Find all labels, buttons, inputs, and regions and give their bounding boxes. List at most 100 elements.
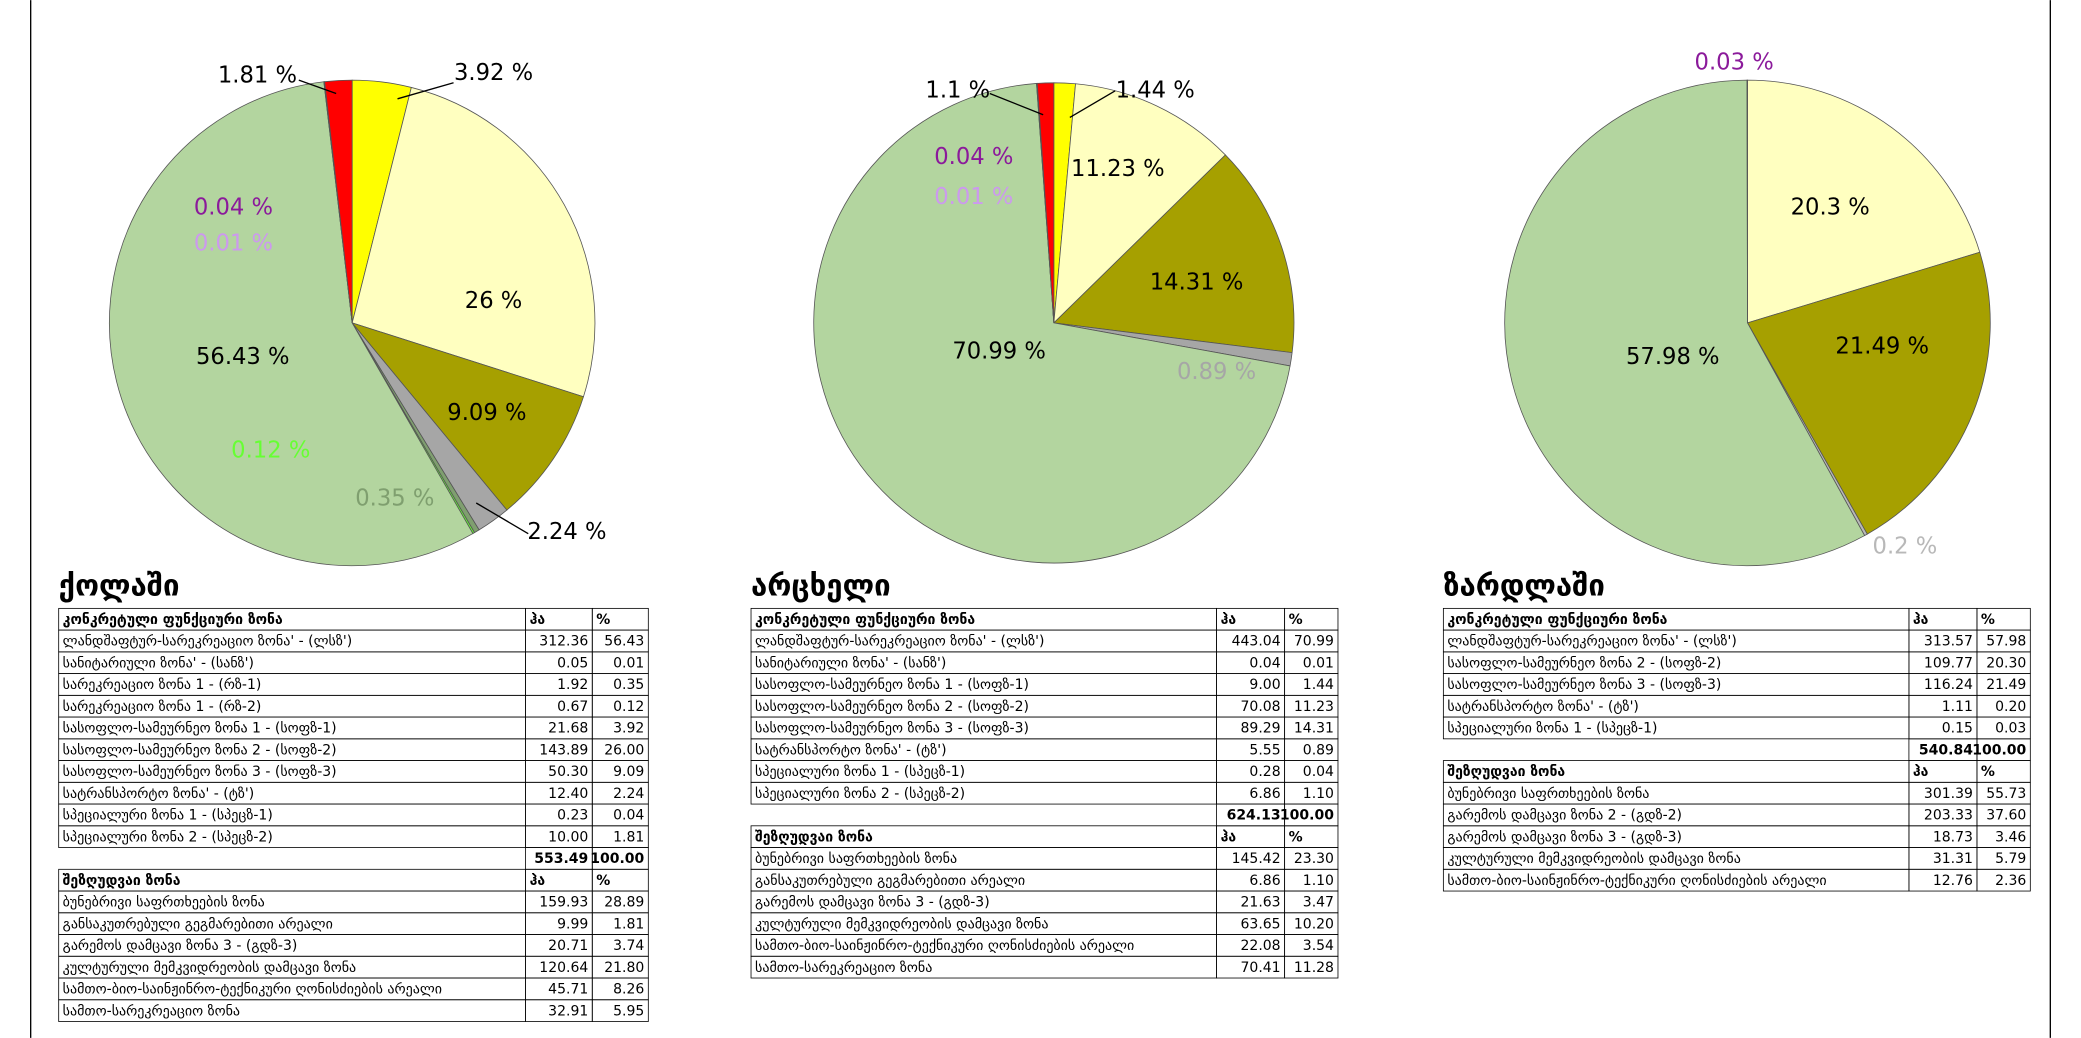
table-text: 21.49 (1986, 677, 2026, 693)
table-text: 10.00 (548, 829, 588, 845)
table-text: 6.86 (1249, 786, 1280, 802)
table-text: გარემოს დამცავი ზონა 3 - (გდზ-3) (755, 894, 990, 911)
table-text: 37.60 (1986, 808, 2026, 824)
table-text: 145.42 (1232, 851, 1281, 867)
table-text: 6.86 (1249, 873, 1280, 889)
table-text: 100.00 (590, 851, 644, 867)
table-text: 443.04 (1232, 634, 1281, 650)
table-text: სასოფლო-სამეურნეო ზონა 3 - (სოფზ-3) (755, 720, 1029, 737)
table-text: სასოფლო-სამეურნეო ზონა 1 - (სოფზ-1) (755, 676, 1029, 693)
table-text: კულტურული მემკვიდრეობის დამცავი ზონა (1447, 850, 1740, 867)
table-text: 109.77 (1924, 655, 1973, 671)
table-text: 0.03 (1995, 721, 2026, 737)
table-text: 56.43 (604, 634, 644, 650)
table-text: კულტურული მემკვიდრეობის დამცავი ზონა (63, 959, 356, 976)
table-text: 5.95 (613, 1003, 644, 1019)
table-text: 11.23 (1294, 699, 1334, 715)
table-text: კონკრეტული ფუნქციური ზონა (63, 612, 283, 628)
table-text: სასოფლო-სამეურნეო ზონა 2 - (სოფზ-2) (63, 741, 337, 758)
pie-slice (1746, 251, 1991, 535)
table-text: 3.74 (613, 938, 644, 954)
table-text: 70.41 (1241, 960, 1281, 976)
table-text: 100.00 (1280, 808, 1334, 824)
table-text: 1.11 (1942, 699, 1973, 715)
table-text: 20.30 (1986, 655, 2026, 671)
table-text: განსაკუთრებული გეგმარებითი არეალი (755, 872, 1025, 889)
table-text: 12.76 (1933, 873, 1973, 889)
data-label: 70.99 % (952, 339, 1046, 365)
pie-slice (1747, 79, 1981, 324)
table-cell (591, 999, 649, 1022)
table-text: ჰა (530, 873, 546, 889)
leader-line (1069, 90, 1116, 119)
table-text: 0.04 (1303, 764, 1334, 780)
table-text: 0.67 (557, 699, 588, 715)
table-text: % (1981, 764, 1995, 780)
table-text: 540.84 (1919, 742, 1973, 758)
table-text: 9.99 (557, 916, 588, 932)
table-text: ჰა (1221, 612, 1237, 628)
table-text: გარემოს დამცავი ზონა 2 - (გდზ-2) (1447, 807, 1682, 824)
table-text: 0.04 (1249, 655, 1280, 671)
table-text: 22.08 (1241, 938, 1281, 954)
table-text: 3.47 (1303, 895, 1334, 911)
table-text: 28.89 (604, 895, 644, 911)
pie-slice (350, 322, 584, 511)
table-text: სამთო-სარეკრეაციო ზონა (755, 959, 932, 976)
table-text: 21.63 (1241, 895, 1281, 911)
table-text: შეზღუდვაი ზონა (755, 829, 873, 845)
table-text: 26.00 (604, 742, 644, 758)
table-text: სანიტარიული ზონა' - (სანზ') (755, 654, 946, 671)
pie-slice (813, 82, 1291, 564)
table-text: სასოფლო-სამეურნეო ზონა 2 - (სოფზ-2) (755, 698, 1029, 715)
data-label: 14.31 % (1150, 269, 1244, 295)
table-text: 2.24 (613, 786, 644, 802)
leader-line (475, 502, 529, 535)
table-text: 159.93 (539, 895, 588, 911)
table-text: 0.15 (1942, 721, 1973, 737)
table-text: 3.54 (1303, 938, 1334, 954)
data-label: 1.1 % (925, 77, 990, 103)
section-title: ქოლაში (59, 569, 180, 603)
table-text: % (1289, 829, 1303, 845)
table-text: კონკრეტული ფუნქციური ზონა (1447, 612, 1667, 628)
data-label: 9.09 % (447, 400, 526, 426)
table-text: სასოფლო-სამეურნეო ზონა 3 - (სოფზ-3) (63, 763, 337, 780)
data-label: 1.44 % (1116, 77, 1195, 103)
table-text: 143.89 (539, 742, 588, 758)
table-text: 1.44 (1303, 677, 1334, 693)
table-text: 3.92 (613, 721, 644, 737)
table-text: სასოფლო-სამეურნეო ზონა 3 - (სოფზ-3) (1447, 676, 1721, 693)
table-text: 1.10 (1303, 873, 1334, 889)
table-text: 70.99 (1294, 634, 1334, 650)
pie-slice (109, 81, 474, 567)
table-text: % (596, 873, 610, 889)
pie-slice (1504, 79, 1866, 567)
table-text: ბუნებრივი საფრთხეების ზონა (755, 850, 957, 867)
table-text: 18.73 (1933, 829, 1973, 845)
table-text: სასოფლო-სამეურნეო ზონა 2 - (სოფზ-2) (1447, 654, 1721, 671)
pie-slice (1052, 154, 1295, 354)
table-text: სამთო-ბიო-საინჟინრო-ტექნიკური ღონისძიები… (1447, 872, 1826, 889)
table-text: 312.36 (539, 634, 588, 650)
pie-slice (1036, 82, 1055, 323)
table-text: 0.23 (557, 808, 588, 824)
pie-slice (324, 79, 353, 323)
table-text: % (1289, 612, 1303, 628)
table-text: 0.05 (557, 655, 588, 671)
table-text: სარეკრეაციო ზონა 1 - (რზ-2) (63, 698, 262, 715)
data-label: 26 % (465, 288, 523, 314)
table-text: 10.20 (1294, 916, 1334, 932)
table-text: სპეციალური ზონა 1 - (სპეცზ-1) (755, 763, 965, 780)
table-text: 0.89 (1303, 742, 1334, 758)
table-text: სპეციალური ზონა 2 - (სპეცზ-2) (755, 785, 965, 802)
table-text: % (596, 612, 610, 628)
section-title: ზარდლაში (1443, 569, 1605, 603)
data-label: 0.01 % (934, 184, 1013, 210)
leader-line (298, 79, 337, 95)
data-label: 0.12 % (231, 437, 310, 463)
table-text: სასოფლო-სამეურნეო ზონა 1 - (სოფზ-1) (63, 720, 337, 737)
data-label: 0.03 % (1695, 49, 1774, 75)
table-text: ლანდშაფტურ-სარეკრეაციო ზონა' - (ლსზ') (755, 633, 1044, 650)
